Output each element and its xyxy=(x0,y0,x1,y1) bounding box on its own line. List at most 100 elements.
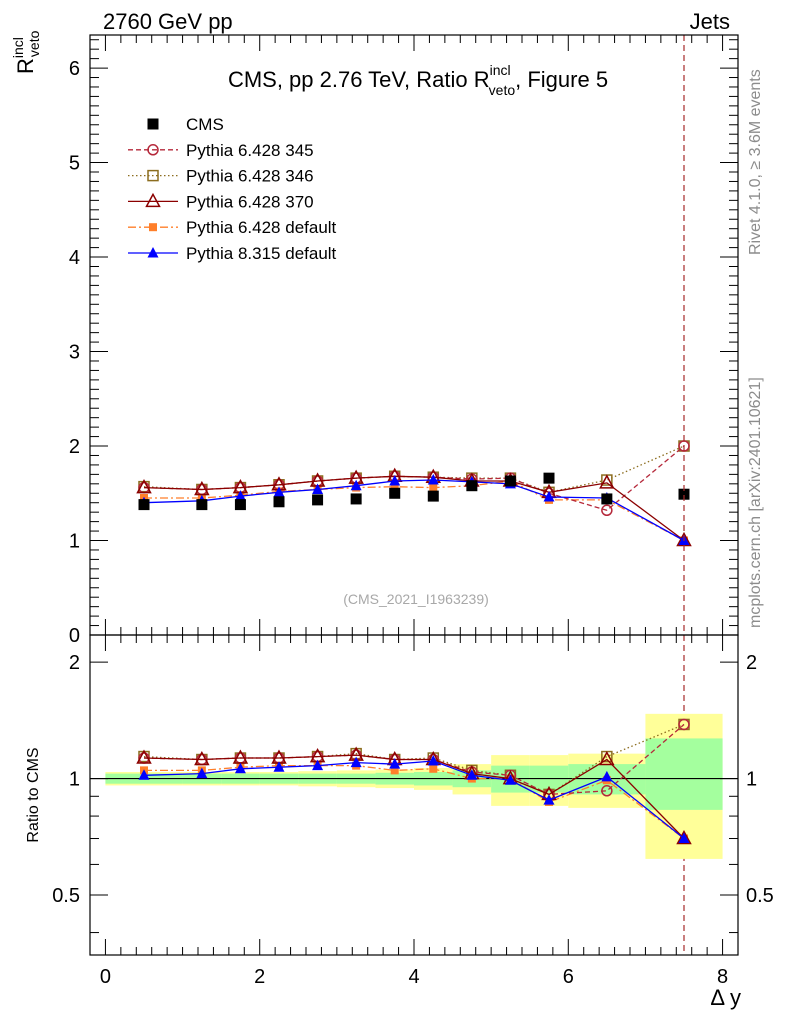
marker-p8def xyxy=(196,767,208,779)
main-ylabel: Rinclveto xyxy=(10,30,42,74)
legend-marker-p370 xyxy=(145,192,161,208)
marker-p345 xyxy=(601,785,613,797)
marker-p8def xyxy=(389,474,401,486)
marker-p370 xyxy=(194,750,210,766)
marker-cms xyxy=(273,496,285,508)
y-tick-label-right: 1 xyxy=(746,769,757,791)
mcplots-label: mcplots.cern.ch [arXiv:2401.10621] xyxy=(747,377,764,628)
marker-p8def xyxy=(543,491,555,502)
marker-p8def xyxy=(678,832,690,844)
marker-p8def xyxy=(234,762,246,774)
ratio-ylabel: Ratio to CMS xyxy=(25,747,42,842)
y-tick-label: 2 xyxy=(69,652,80,674)
marker-p8def xyxy=(427,755,439,766)
y-tick-label: 4 xyxy=(69,247,80,269)
marker-p8def xyxy=(273,761,285,772)
marker-p345 xyxy=(601,504,613,517)
marker-p8def xyxy=(312,759,324,771)
series-line-p6def xyxy=(144,480,685,542)
x-tick-label: 8 xyxy=(717,966,728,988)
y-tick-label: 0 xyxy=(69,625,80,647)
legend-marker-p345 xyxy=(147,144,159,156)
marker-cms xyxy=(350,493,362,505)
marker-p8def xyxy=(543,794,555,805)
legend-label-p8def: Pythia 8.315 default xyxy=(186,244,337,263)
marker-p8def xyxy=(234,490,246,501)
legend-label-p345: Pythia 6.428 345 xyxy=(186,141,314,160)
main-ylabel-text: R xyxy=(13,58,38,74)
marker-p345 xyxy=(678,718,690,731)
ratio-band-inner xyxy=(645,738,723,810)
y-tick-label-right: 2 xyxy=(746,652,757,674)
marker-p345 xyxy=(678,440,690,452)
marker-p6def xyxy=(390,482,399,491)
main-title: CMS, pp 2.76 TeV, Ratio Rincl veto, Figur… xyxy=(228,62,608,98)
ratio-plot: 0 2 4 6 8 0.5 0.5 1 1 2 2 xyxy=(52,634,774,988)
marker-p370 xyxy=(599,474,615,489)
marker-cms xyxy=(601,493,613,505)
marker-cms xyxy=(234,499,246,511)
marker-p370 xyxy=(194,480,210,496)
marker-cms xyxy=(312,494,324,506)
main-plot: 0 1 2 3 4 5 6 CMS Pythia 6.428 345 Pythia 6.428 3… xyxy=(69,34,739,955)
marker-cms xyxy=(389,487,401,499)
x-tick-label: 4 xyxy=(408,966,419,988)
marker-p8def xyxy=(350,756,362,768)
y-tick-label: 1 xyxy=(69,531,80,553)
marker-p8def xyxy=(427,474,439,485)
marker-p8def xyxy=(138,769,150,780)
series-line-p8def xyxy=(143,479,685,542)
main-ylabel-sup: incl xyxy=(10,37,26,58)
rivet-label: Rivet 4.1.0, ≥ 3.6M events xyxy=(747,69,764,255)
marker-p370 xyxy=(136,749,152,764)
marker-p8def xyxy=(504,774,516,785)
legend-label-p6def: Pythia 6.428 default xyxy=(186,218,337,237)
svg-text:Rinclveto: Rinclveto xyxy=(10,30,42,74)
legend-marker-p8def xyxy=(147,247,159,258)
x-tick-label: 2 xyxy=(254,966,265,988)
marker-cms xyxy=(504,475,516,487)
main-title-suffix: , Figure 5 xyxy=(515,67,608,92)
analysis-tag: (CMS_2021_I1963239) xyxy=(343,591,489,607)
header-category: Jets xyxy=(690,9,730,34)
y-tick-label: 0.5 xyxy=(52,885,80,907)
legend-marker-p346 xyxy=(147,169,159,182)
legend: CMS Pythia 6.428 345 Pythia 6.428 346 Pythi… xyxy=(128,115,337,263)
y-tick-label: 6 xyxy=(69,58,80,80)
main-title-sub: veto xyxy=(489,82,516,98)
marker-p6def xyxy=(429,764,438,773)
marker-p370 xyxy=(136,479,152,494)
marker-cms xyxy=(138,499,150,511)
marker-p8def xyxy=(273,486,285,497)
marker-cms xyxy=(466,480,478,492)
header-energy: 2760 GeV pp xyxy=(103,9,233,34)
marker-p8def xyxy=(601,770,613,782)
marker-cms xyxy=(678,488,690,500)
marker-p8def xyxy=(350,479,362,491)
y-tick-label-right: 0.5 xyxy=(746,885,774,907)
marker-cms xyxy=(543,472,555,484)
marker-p370 xyxy=(676,829,692,845)
main-title-text: CMS, pp 2.76 TeV, Ratio R xyxy=(228,67,490,92)
legend-label-cms: CMS xyxy=(186,115,224,134)
main-title-sup: incl xyxy=(490,62,511,78)
main-ylabel-sub: veto xyxy=(26,30,42,57)
marker-p8def xyxy=(389,758,401,769)
marker-p8def xyxy=(466,769,478,780)
marker-cms xyxy=(427,490,439,502)
xaxis-label: Δ y xyxy=(710,985,741,1010)
legend-marker-p6def xyxy=(149,223,157,232)
legend-label-p370: Pythia 6.428 370 xyxy=(186,192,314,211)
y-tick-label: 1 xyxy=(69,769,80,791)
x-tick-label: 6 xyxy=(563,966,574,988)
marker-cms xyxy=(196,499,208,511)
y-tick-label: 3 xyxy=(69,342,80,364)
marker-p370 xyxy=(599,750,615,766)
marker-p6def xyxy=(429,483,438,492)
legend-marker-cms xyxy=(147,118,159,130)
y-tick-label: 2 xyxy=(69,436,80,458)
y-tick-label: 5 xyxy=(69,153,80,175)
marker-p6def xyxy=(390,766,399,775)
legend-label-p346: Pythia 6.428 346 xyxy=(186,167,314,186)
